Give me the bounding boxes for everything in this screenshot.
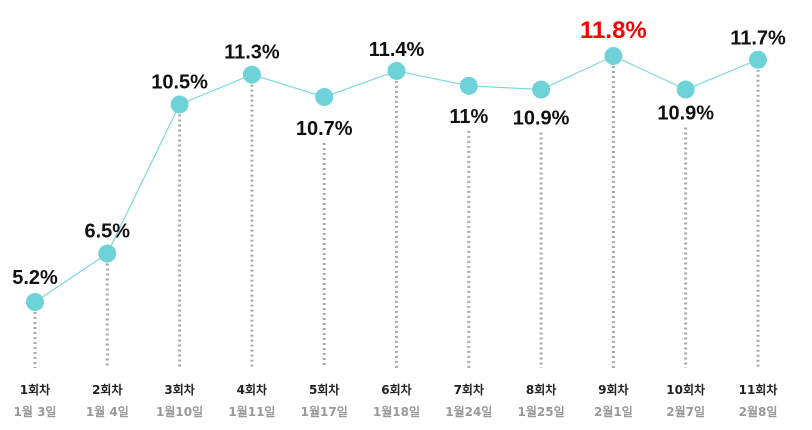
episode-label-1: 1회차: [20, 382, 50, 397]
date-label-3: 1월10일: [156, 404, 203, 419]
episode-label-5: 5회차: [309, 382, 339, 397]
episode-label-3: 3회차: [164, 382, 194, 397]
value-label-8: 10.9%: [513, 108, 570, 130]
date-label-10: 2월7일: [666, 404, 705, 419]
date-label-2: 1월 4일: [86, 404, 129, 419]
date-label-1: 1월 3일: [14, 404, 57, 419]
x-axis-labels-layer: 1회차 1월 3일 2회차 1월 4일 3회차 1월10일 4회차 1월11일 5회차 1월17일…: [14, 382, 778, 419]
value-label-9: 11.8%: [580, 17, 647, 44]
value-label-4: 11.3%: [224, 42, 280, 64]
episode-label-7: 7회차: [454, 382, 484, 397]
stems-layer: [33, 66, 760, 368]
value-labels-layer: 5.2% 6.5% 10.5% 11.3% 10.7% 11.4% 11% 10.9% 11.8…: [12, 17, 786, 289]
date-label-7: 1월24일: [445, 404, 492, 419]
episode-label-6: 6회차: [381, 382, 411, 397]
value-label-1: 5.2%: [12, 267, 58, 289]
data-point-8: [532, 80, 551, 99]
value-label-2: 6.5%: [85, 221, 131, 243]
value-label-5: 10.7%: [296, 118, 353, 140]
data-point-11: [749, 50, 767, 69]
value-label-7: 11%: [449, 106, 488, 128]
data-point-2: [98, 244, 117, 263]
markers-layer: [26, 47, 767, 311]
date-label-6: 1월18일: [373, 404, 420, 419]
data-point-6: [387, 61, 406, 80]
date-label-4: 1월11일: [228, 404, 275, 419]
episode-label-4: 4회차: [237, 382, 267, 397]
data-point-1: [26, 293, 44, 311]
date-label-11: 2월8일: [739, 404, 778, 419]
date-label-5: 1월17일: [301, 404, 348, 419]
date-label-9: 2월1일: [594, 404, 633, 419]
data-point-5: [315, 88, 334, 106]
value-label-10: 10.9%: [657, 103, 714, 125]
episode-label-11: 11회차: [739, 382, 778, 397]
data-point-9: [604, 47, 623, 65]
episode-label-8: 8회차: [526, 382, 556, 397]
data-point-10: [676, 80, 695, 99]
episode-label-9: 9회차: [598, 382, 628, 397]
episode-label-10: 10회차: [666, 382, 705, 397]
data-point-3: [170, 95, 189, 114]
value-label-11: 11.7%: [730, 28, 786, 50]
data-point-4: [242, 65, 261, 84]
date-label-8: 1월25일: [518, 404, 565, 419]
value-label-6: 11.4%: [369, 39, 425, 61]
episode-label-2: 2회차: [92, 382, 122, 397]
value-label-3: 10.5%: [151, 71, 208, 93]
data-point-7: [459, 76, 478, 95]
